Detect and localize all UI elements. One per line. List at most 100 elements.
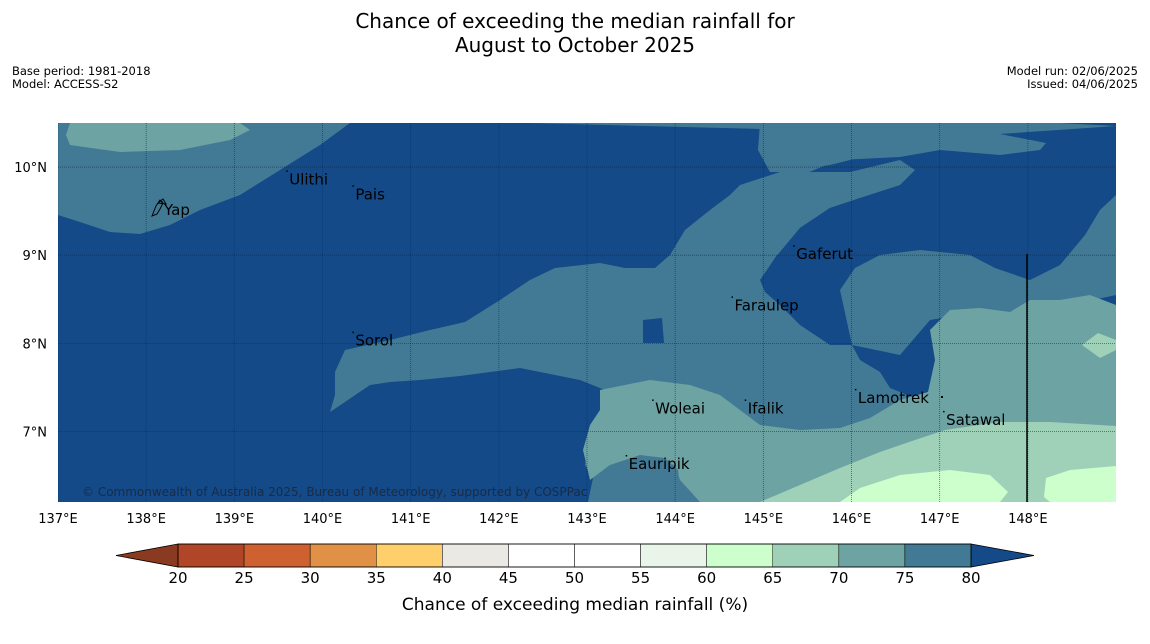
colorbar-swatch-8 — [706, 543, 774, 568]
colorbar-tick-80: 80 — [961, 569, 980, 587]
colorbar-swatch-2 — [309, 543, 377, 568]
model-run-text: Model run: 02/06/2025 — [1006, 64, 1138, 78]
lon-tick-label: 138°E — [126, 512, 166, 527]
colorbar-swatch-5 — [508, 543, 575, 568]
colorbar-tick-20: 20 — [168, 569, 187, 587]
place-marker — [943, 410, 945, 413]
lon-tick-label: 137°E — [38, 512, 78, 527]
colorbar-swatch-1 — [243, 543, 311, 568]
colorbar-tick-55: 55 — [631, 569, 650, 587]
contour-75-eauripik — [588, 455, 682, 502]
place-marker — [625, 454, 628, 457]
copyright-text: © Commonwealth of Australia 2025, Bureau… — [82, 485, 587, 499]
colorbar-swatch-3 — [376, 543, 443, 568]
place-label: Lamotrek — [858, 389, 929, 407]
colorbar: 20 25 30 35 40 45 50 55 60 65 70 75 80 — [115, 543, 1035, 587]
colorbar-tick-65: 65 — [763, 569, 782, 587]
colorbar-tick-45: 45 — [499, 569, 518, 587]
colorbar-swatch-9 — [772, 543, 840, 568]
lat-tick-label: 7°N — [23, 425, 48, 440]
lon-tick-label: 143°E — [567, 512, 607, 527]
place-ulithi: Ulithi — [286, 170, 328, 188]
place-ifalik: Ifalik — [744, 399, 784, 417]
lon-tick-label: 140°E — [303, 512, 343, 527]
island-dot — [941, 396, 943, 398]
place-label: Eauripik — [629, 455, 690, 473]
contour-65-east-blob — [1082, 333, 1116, 358]
axis-labels: 137°E 138°E 139°E 140°E 141°E 142°E 143°E 144°E… — [14, 161, 1047, 527]
place-label: Satawal — [946, 411, 1005, 429]
colorbar-tick-25: 25 — [235, 569, 254, 587]
place-satawal: Satawal — [943, 410, 1005, 429]
colorbar-swatch-7 — [640, 543, 707, 568]
map-panel: Yap Ulithi Pais Gaferut Faraulep Sorol Lamotre… — [58, 123, 1116, 502]
place-marker — [744, 399, 747, 401]
contour-80-faraulep — [760, 195, 880, 345]
place-lamotrek: Lamotrek — [854, 388, 929, 407]
colorbar-tick-50: 50 — [565, 569, 584, 587]
place-label: Ifalik — [748, 399, 784, 417]
colorbar-over-arrow — [970, 543, 1035, 568]
lon-tick-label: 148°E — [1008, 512, 1048, 527]
colorbar-swatch-11 — [904, 543, 972, 568]
place-marker — [161, 201, 163, 203]
place-marker — [854, 388, 857, 391]
lat-tick-label: 9°N — [23, 249, 48, 264]
model-text: Model: ACCESS-S2 — [12, 77, 119, 91]
meta-left: Base period: 1981-2018 Model: ACCESS-S2 — [12, 65, 151, 91]
place-pais: Pais — [352, 185, 385, 203]
contour-70-northwest — [66, 123, 250, 152]
lon-tick-label: 141°E — [391, 512, 431, 527]
gridlines — [58, 123, 1116, 502]
colorbar-tick-35: 35 — [367, 569, 386, 587]
lat-tick-label: 10°N — [14, 161, 47, 176]
place-label: Ulithi — [289, 170, 328, 188]
colorbar-under-arrow — [115, 543, 179, 568]
colorbar-label: Chance of exceeding median rainfall (%) — [402, 595, 748, 615]
place-eauripik: Eauripik — [625, 454, 690, 473]
place-faraulep: Faraulep — [731, 296, 799, 314]
place-label: Woleai — [655, 399, 705, 417]
lon-tick-label: 139°E — [215, 512, 255, 527]
lon-tick-label: 145°E — [744, 512, 784, 527]
contour-60-south — [840, 470, 1008, 502]
colorbar-border — [177, 543, 972, 568]
colorbar-swatch-0 — [177, 543, 245, 568]
place-label: Faraulep — [734, 296, 798, 314]
place-yap: Yap — [161, 201, 190, 219]
colorbar-swatch-10 — [838, 543, 906, 568]
colorbar-swatch-4 — [442, 543, 509, 568]
issued-text: Issued: 04/06/2025 — [1027, 77, 1138, 91]
place-marker — [731, 296, 733, 298]
lat-tick-label: 8°N — [23, 337, 48, 352]
place-label: Sorol — [355, 332, 393, 350]
colorbar-swatch-6 — [574, 543, 641, 568]
place-woleai: Woleai — [652, 399, 705, 417]
place-marker — [286, 170, 288, 172]
colorbar-tick-60: 60 — [697, 569, 716, 587]
colorbar-tick-75: 75 — [895, 569, 914, 587]
meta-right: Model run: 02/06/2025 Issued: 04/06/2025 — [1007, 65, 1138, 91]
base-period-text: Base period: 1981-2018 — [12, 64, 151, 78]
colorbar-tick-30: 30 — [301, 569, 320, 587]
lon-tick-label: 142°E — [479, 512, 519, 527]
contour-60-southeast — [1044, 466, 1116, 502]
place-labels: Yap Ulithi Pais Gaferut Faraulep Sorol Lamotre… — [161, 170, 1005, 473]
colorbar-tick-70: 70 — [829, 569, 848, 587]
contour-80-small-box — [643, 318, 664, 343]
place-marker — [352, 331, 354, 334]
map-title: Chance of exceeding the median rainfall … — [0, 9, 1150, 57]
place-marker — [793, 245, 795, 247]
contour-75-upper-right — [758, 123, 1116, 176]
lon-tick-label: 146°E — [832, 512, 872, 527]
title-line-2: August to October 2025 — [454, 33, 696, 57]
yap-island-outline — [151, 198, 167, 217]
place-gaferut: Gaferut — [793, 245, 853, 263]
contour-75-central — [330, 123, 930, 502]
lon-tick-label: 144°E — [655, 512, 695, 527]
place-label: Pais — [355, 185, 385, 203]
place-label: Gaferut — [796, 245, 853, 263]
place-marker — [352, 185, 354, 187]
colorbar-tick-40: 40 — [433, 569, 452, 587]
